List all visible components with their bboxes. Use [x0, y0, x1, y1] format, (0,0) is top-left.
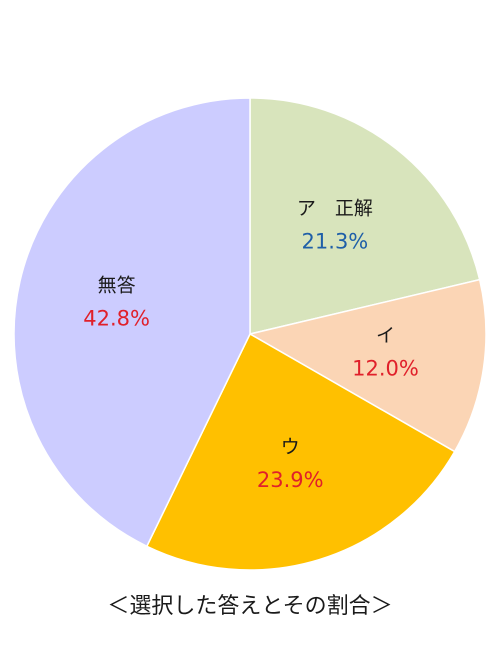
slice-value-label: 23.9%: [257, 468, 324, 492]
slice-category-label: ア 正解: [297, 198, 373, 220]
slice-value-label: 42.8%: [83, 306, 150, 330]
pie-slice-0: [249, 97, 481, 335]
pie-slice-1: [247, 278, 487, 453]
pie-slice-3: [13, 97, 251, 548]
slice-value-label: 21.3%: [302, 230, 369, 254]
slice-category-label: イ: [376, 325, 395, 347]
pie-slice-2: [145, 332, 456, 571]
pie-slices: [13, 97, 487, 571]
slice-value-label: 12.0%: [352, 357, 419, 381]
pie-labels: ア 正解 21.3% イ 12.0% ウ 23.9% 無答 42.8%: [83, 198, 419, 492]
chart-caption: ＜選択した答えとその割合＞: [107, 594, 393, 619]
slice-category-label: 無答: [98, 274, 136, 296]
slice-category-label: ウ: [281, 436, 300, 458]
